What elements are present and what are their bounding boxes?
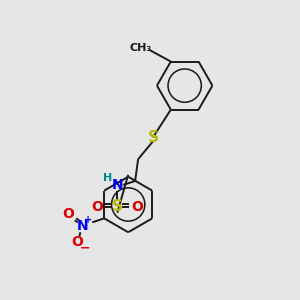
- Text: N: N: [112, 178, 123, 192]
- Text: −: −: [80, 242, 91, 255]
- Text: +: +: [84, 215, 92, 225]
- Text: O: O: [71, 235, 83, 249]
- Text: O: O: [63, 207, 74, 221]
- Text: N: N: [76, 219, 88, 233]
- Text: H: H: [103, 173, 112, 183]
- Text: CH₃: CH₃: [130, 43, 152, 53]
- Text: S: S: [148, 130, 158, 145]
- Text: O: O: [92, 200, 104, 214]
- Text: S: S: [112, 199, 123, 214]
- Text: O: O: [131, 200, 143, 214]
